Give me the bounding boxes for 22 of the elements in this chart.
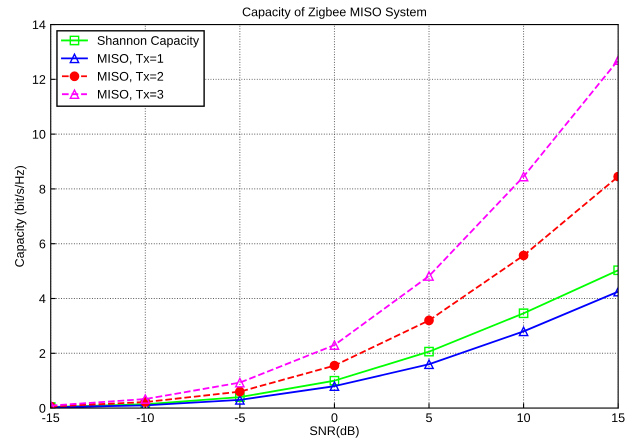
x-tick-label: -5 bbox=[234, 413, 245, 422]
x-axis-title: SNR(dB) bbox=[310, 426, 359, 438]
y-tick-label: 12 bbox=[32, 75, 46, 84]
x-tick-label: 10 bbox=[518, 413, 530, 422]
legend-label: MISO, Tx=1 bbox=[98, 54, 164, 64]
y-tick-label: 0 bbox=[39, 404, 46, 413]
legend-label: MISO, Tx=3 bbox=[98, 90, 164, 100]
y-tick-label: 2 bbox=[40, 349, 46, 358]
y-tick-label: 6 bbox=[40, 240, 46, 248]
x-tick-label: 0 bbox=[331, 413, 338, 422]
x-tick-label: 15 bbox=[612, 413, 625, 422]
y-axis-title: Capacity (bit/s/Hz) bbox=[14, 166, 26, 267]
x-tick-label: -15 bbox=[42, 413, 60, 422]
chart-title: Capacity of Zigbee MISO System bbox=[242, 7, 426, 19]
legend-label: MISO, Tx=2 bbox=[98, 72, 164, 82]
legend-label: Shannon Capacity bbox=[98, 36, 200, 48]
y-tick-label: 14 bbox=[32, 20, 46, 30]
x-tick-label: -10 bbox=[136, 413, 154, 422]
y-tick-label: 10 bbox=[32, 130, 46, 139]
y-tick-label: 8 bbox=[39, 184, 46, 194]
y-tick-label: 4 bbox=[39, 294, 46, 304]
x-tick-label: 5 bbox=[426, 413, 432, 422]
